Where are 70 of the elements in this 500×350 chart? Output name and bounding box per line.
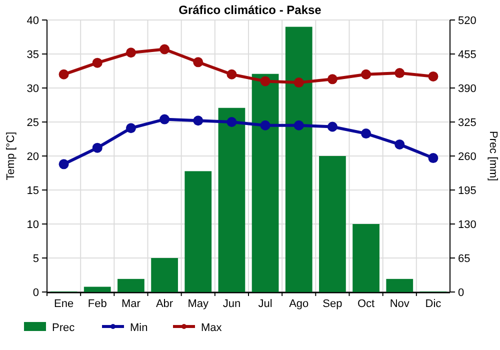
bar — [151, 258, 178, 292]
point — [394, 139, 405, 150]
point — [260, 76, 270, 86]
y-tick-label: 10 — [26, 219, 39, 231]
x-tick-label: Sep — [322, 298, 342, 310]
y-tick-label: 25 — [26, 117, 39, 129]
y-tick-label: 40 — [26, 15, 39, 27]
bar — [252, 74, 279, 292]
point — [193, 116, 204, 126]
bar — [386, 278, 414, 292]
y-tick-label: 15 — [26, 185, 39, 197]
y2-tick-label: 130 — [458, 219, 476, 231]
y2-tick-label: 455 — [458, 49, 476, 61]
x-tick-label: Jul — [258, 298, 272, 310]
point — [428, 71, 438, 82]
x-tick-label: Dic — [425, 298, 442, 310]
bar — [184, 171, 212, 292]
point — [361, 128, 372, 139]
bar — [84, 286, 111, 292]
y2-tick-label: 390 — [458, 83, 476, 95]
point — [394, 68, 405, 78]
point — [126, 48, 136, 58]
point — [226, 69, 237, 80]
y2-tick-label: 0 — [458, 287, 464, 299]
x-tick-label: Abr — [156, 298, 174, 310]
bar — [319, 156, 346, 292]
x-tick-label: Ene — [54, 298, 74, 310]
y2-axis-title: Prec [mm] — [487, 130, 499, 182]
legend-label: Max — [201, 322, 222, 334]
point — [260, 120, 270, 130]
y-tick-label: 5 — [32, 253, 39, 265]
point — [92, 58, 102, 68]
y-tick-label: 0 — [32, 287, 39, 299]
bar — [285, 26, 312, 292]
legend-label: Min — [130, 322, 148, 334]
legend-label: Prec — [52, 322, 76, 334]
y-tick-label: 20 — [26, 151, 39, 163]
bar — [118, 278, 144, 292]
chart-title: Gráfico climático - Pakse — [178, 3, 322, 17]
y-axis-title: Temp [°C] — [5, 132, 17, 180]
y-tick-label: 30 — [26, 83, 39, 95]
point — [327, 74, 338, 84]
x-tick-label: Ago — [289, 298, 309, 310]
point — [428, 153, 438, 164]
x-tick-label: Nov — [390, 298, 410, 310]
y2-tick-label: 325 — [458, 117, 476, 129]
point — [160, 114, 170, 124]
x-tick-label: Jun — [222, 298, 241, 310]
y2-tick-label: 520 — [458, 15, 476, 27]
point — [193, 57, 204, 68]
y2-tick-label: 260 — [458, 151, 476, 163]
point — [294, 78, 304, 88]
x-tick-label: Oct — [357, 298, 375, 310]
point — [126, 123, 136, 134]
point — [58, 69, 69, 80]
bar — [352, 224, 380, 292]
point — [294, 120, 304, 130]
point — [361, 69, 372, 80]
x-tick-label: Feb — [88, 298, 107, 310]
point — [327, 122, 338, 132]
bar — [218, 108, 246, 292]
y-tick-label: 35 — [26, 49, 39, 61]
point — [226, 117, 237, 127]
y2-tick-label: 195 — [458, 185, 476, 197]
x-tick-label: May — [188, 298, 210, 310]
point — [58, 159, 69, 170]
x-tick-label: Mar — [121, 298, 141, 310]
point — [92, 142, 102, 153]
point — [160, 44, 170, 54]
y2-tick-label: 65 — [458, 253, 470, 265]
